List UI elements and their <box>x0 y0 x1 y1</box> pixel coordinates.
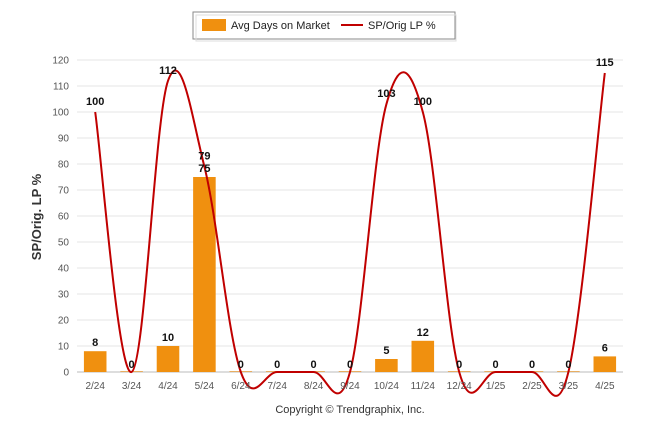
y-tick-label: 10 <box>58 342 70 353</box>
legend-label-line: SP/Orig LP % <box>368 20 436 32</box>
x-tick-label: 3/25 <box>559 381 579 392</box>
bar-data-label: 12 <box>417 327 429 339</box>
gridlines <box>77 59 623 373</box>
x-tick-label: 1/25 <box>486 381 506 392</box>
bar <box>156 346 180 372</box>
line-data-label: 103 <box>377 88 395 100</box>
line-data-label: 100 <box>414 96 432 108</box>
line-data-label: 0 <box>529 359 535 371</box>
x-tick-label: 4/24 <box>158 381 178 392</box>
bar-data-label: 5 <box>383 345 389 357</box>
line-data-label: 79 <box>198 151 210 163</box>
bar-data-label: 75 <box>198 163 210 175</box>
y-tick-label: 90 <box>58 134 70 145</box>
y-tick-label: 80 <box>58 160 70 171</box>
y-tick-label: 20 <box>58 316 70 327</box>
x-tick-label: 11/24 <box>411 381 436 392</box>
x-tick-label: 2/24 <box>85 381 105 392</box>
bar <box>593 356 617 372</box>
y-tick-labels: 0 10 20 30 40 50 60 70 80 90 100 110 120 <box>52 56 69 379</box>
line-series <box>94 69 606 397</box>
line-data-label: 0 <box>347 359 353 371</box>
bar-data-label: 6 <box>602 342 608 354</box>
bar <box>375 359 398 372</box>
legend-label-bar: Avg Days on Market <box>231 20 330 32</box>
x-tick-label: 10/24 <box>374 381 399 392</box>
data-labels: 100 112 79 0 0 0 0 103 100 0 0 0 0 115 8 0 10 75 5 12 6 <box>86 57 614 371</box>
bar <box>83 351 107 372</box>
bar-data-label: 10 <box>162 332 174 344</box>
x-tick-label: 7/24 <box>267 381 287 392</box>
y-tick-label: 110 <box>53 82 69 93</box>
x-tick-label: 9/24 <box>340 381 360 392</box>
line-data-label: 0 <box>274 359 280 371</box>
x-tick-label: 6/24 <box>231 381 251 392</box>
line-data-label: 115 <box>596 57 614 69</box>
line-data-label: 0 <box>238 359 244 371</box>
line-data-label: 0 <box>493 359 499 371</box>
bar-data-label: 0 <box>129 359 135 371</box>
line-data-label: 112 <box>159 65 177 77</box>
x-tick-label: 8/24 <box>304 381 324 392</box>
y-tick-label: 70 <box>58 186 70 197</box>
bar <box>411 340 435 372</box>
x-tick-label: 3/24 <box>122 381 142 392</box>
legend: Avg Days on Market SP/Orig LP % <box>192 11 457 42</box>
line-data-label: 0 <box>456 359 462 371</box>
series-line <box>94 69 606 397</box>
x-tick-label: 2/25 <box>522 381 542 392</box>
y-axis-title: SP/Orig. LP % <box>29 173 44 260</box>
bar-data-label: 8 <box>92 337 98 349</box>
y-tick-label: 60 <box>58 212 70 223</box>
line-data-label: 0 <box>565 359 571 371</box>
y-tick-label: 50 <box>58 238 70 249</box>
copyright: Copyright © Trendgraphix, Inc. <box>275 404 424 416</box>
x-tick-label: 12/24 <box>447 381 472 392</box>
bars <box>83 177 617 372</box>
x-tick-label: 5/24 <box>195 381 215 392</box>
y-tick-label: 40 <box>58 264 70 275</box>
x-tick-label: 4/25 <box>595 381 615 392</box>
y-tick-label: 0 <box>63 368 69 379</box>
legend-swatch-bar <box>202 19 226 31</box>
y-tick-label: 100 <box>52 108 69 119</box>
y-tick-label: 120 <box>52 56 69 67</box>
y-tick-label: 30 <box>58 290 70 301</box>
bar <box>193 177 216 372</box>
line-data-label: 0 <box>311 359 317 371</box>
x-tick-labels: 2/24 3/24 4/24 5/24 6/24 7/24 8/24 9/24 10/24 11/… <box>85 381 615 392</box>
line-data-label: 100 <box>86 96 104 108</box>
